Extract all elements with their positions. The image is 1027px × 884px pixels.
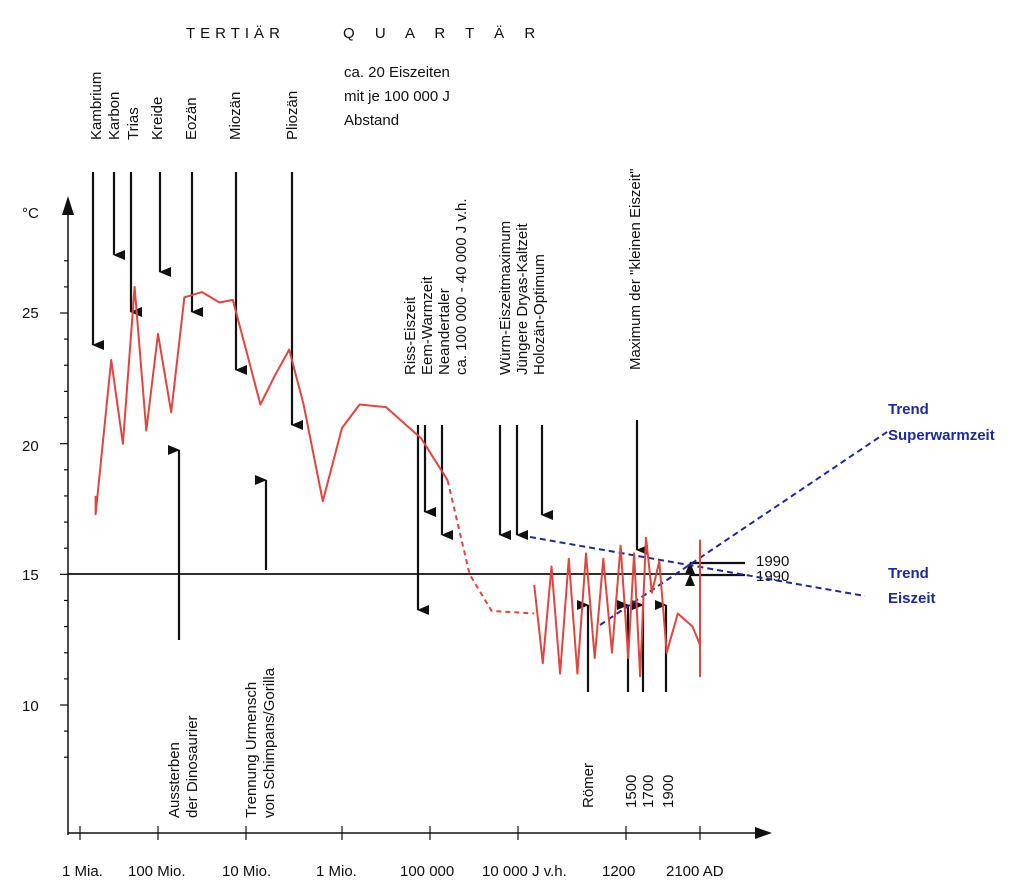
- temperature-series-2: [533, 536, 701, 678]
- trend-label-cold: Eiszeit: [888, 590, 936, 607]
- x-tick-label: 10 Mio.: [222, 863, 271, 880]
- y-minor-ticks: [60, 260, 68, 758]
- annotation-arrows: [91, 172, 745, 692]
- header-quartaer: Q U A R T Ä R: [343, 25, 543, 42]
- trend-label-warm: Superwarmzeit: [888, 427, 995, 444]
- event-label: Riss-Eiszeit: [402, 296, 419, 375]
- x-tick-label: 100 Mio.: [128, 863, 186, 880]
- event-label: Römer: [580, 763, 597, 808]
- event-labels-bottom: Aussterben der Dinosaurier Trennung Urme…: [166, 667, 677, 818]
- header-note-line: mit je 100 000 J: [344, 88, 450, 105]
- y-tick-label: 15: [22, 567, 39, 584]
- event-label: 1900: [660, 775, 677, 808]
- y-axis-arrowhead: [62, 196, 74, 215]
- period-label: Eozän: [183, 97, 200, 140]
- trend-line-cold: [529, 536, 866, 597]
- x-tick-label: 1 Mio.: [316, 863, 357, 880]
- x-tick-label: 100 000: [400, 863, 454, 880]
- event-label: Aussterben: [166, 742, 183, 818]
- temperature-series-1: [446, 480, 535, 615]
- header-note-line: ca. 20 Eiszeiten: [344, 64, 450, 81]
- period-labels: Kambrium Karbon Trias Kreide Eozän Miozä…: [88, 72, 301, 140]
- event-label: von Schimpans/Gorilla: [261, 667, 278, 818]
- x-tick-label: 2100 AD: [666, 863, 724, 880]
- trend-lines: [529, 429, 891, 626]
- event-label: 1700: [640, 775, 657, 808]
- event-label: Jüngere Dryas-Kaltzeit: [514, 222, 531, 375]
- temperature-series-0: [94, 285, 449, 516]
- x-tick-label: 1200: [602, 863, 635, 880]
- x-axis-ticks: [79, 826, 701, 840]
- event-label: Neandertaler: [436, 288, 453, 375]
- reference-label-1990: 1990: [756, 568, 789, 585]
- event-label: Eem-Warmzeit: [419, 276, 436, 375]
- event-label: Holozän-Optimum: [531, 254, 548, 375]
- y-unit-label: °C: [22, 205, 39, 222]
- trend-line-warm: [599, 429, 891, 626]
- trend-label-warm: Trend: [888, 401, 929, 418]
- header-note-line: Abstand: [344, 112, 399, 129]
- event-label: ca. 100 000 - 40 000 J v.h.: [453, 198, 470, 375]
- trend-label-cold: Trend: [888, 565, 929, 582]
- period-label: Pliozän: [284, 91, 301, 140]
- y-tick-label: 10: [22, 698, 39, 715]
- y-tick-label: 20: [22, 438, 39, 455]
- x-axis-arrowhead: [755, 827, 772, 839]
- temperature-curve: [94, 285, 701, 678]
- period-label: Trias: [125, 107, 142, 140]
- event-label: der Dinosaurier: [184, 715, 201, 818]
- period-label: Karbon: [106, 92, 123, 140]
- period-label: Kreide: [149, 97, 166, 140]
- y-tick-label: 25: [22, 305, 39, 322]
- x-tick-labels: 1 Mia. 100 Mio. 10 Mio. 1 Mio. 100 000 1…: [62, 863, 724, 880]
- event-label: Würm-Eiszeitmaximum: [497, 221, 514, 375]
- event-label: 1500: [623, 775, 640, 808]
- x-tick-label: 10 000 J v.h.: [482, 863, 567, 880]
- period-label: Miozän: [227, 92, 244, 140]
- event-labels-top: Riss-Eiszeit Eem-Warmzeit Neandertaler c…: [402, 168, 644, 375]
- event-label: Maximum der "kleinen Eiszeit": [627, 168, 644, 370]
- reference-label-1990: 1990: [756, 553, 789, 570]
- header-tertiaer: TERTIÄR: [186, 25, 285, 42]
- event-label: Trennung Urmensch: [243, 682, 260, 818]
- period-label: Kambrium: [88, 72, 105, 140]
- x-tick-label: 1 Mia.: [62, 863, 103, 880]
